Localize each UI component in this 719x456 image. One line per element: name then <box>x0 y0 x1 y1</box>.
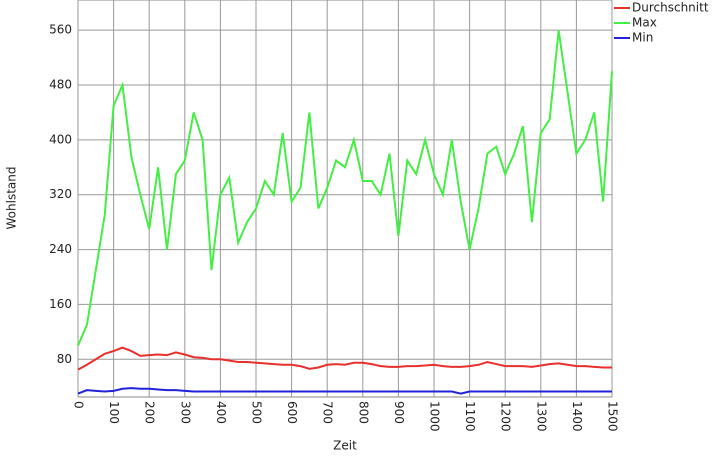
series-line <box>77 387 612 395</box>
plot-area <box>77 0 613 398</box>
x-tick-label: 1100 <box>463 401 477 432</box>
y-tick-label: 160 <box>49 297 72 311</box>
x-tick-label: 1500 <box>606 401 620 432</box>
x-tick-label: 200 <box>143 401 157 424</box>
y-tick-label: 240 <box>49 242 72 256</box>
y-tick-label: 400 <box>49 132 72 146</box>
y-tick-label: 560 <box>49 23 72 37</box>
x-tick-label: 100 <box>107 401 121 424</box>
legend-label: Durchschnitt <box>632 1 709 15</box>
x-tick-label: 400 <box>214 401 228 424</box>
y-axis-label: Wohlstand <box>5 167 19 230</box>
x-tick-label: 0 <box>72 401 86 409</box>
legend-label: Max <box>632 16 657 30</box>
x-tick-label: 500 <box>250 401 264 424</box>
x-tick-label: 1000 <box>428 401 442 432</box>
series-line <box>77 30 613 346</box>
x-tick-label: 800 <box>356 401 370 424</box>
legend-label: Min <box>632 31 653 45</box>
x-axis-label: Zeit <box>333 439 357 453</box>
x-tick-label: 600 <box>285 401 299 424</box>
x-tick-label: 1300 <box>534 401 548 432</box>
y-tick-label: 480 <box>49 78 72 92</box>
x-tick-label: 300 <box>178 401 192 424</box>
series-line <box>77 346 612 371</box>
x-tick-label: 1400 <box>570 401 584 432</box>
x-tick-label: 1200 <box>499 401 513 432</box>
y-tick-label: 320 <box>49 187 72 201</box>
x-tick-label: 700 <box>321 401 335 424</box>
y-tick-label: 80 <box>57 352 72 366</box>
x-tick-label: 900 <box>392 401 406 424</box>
